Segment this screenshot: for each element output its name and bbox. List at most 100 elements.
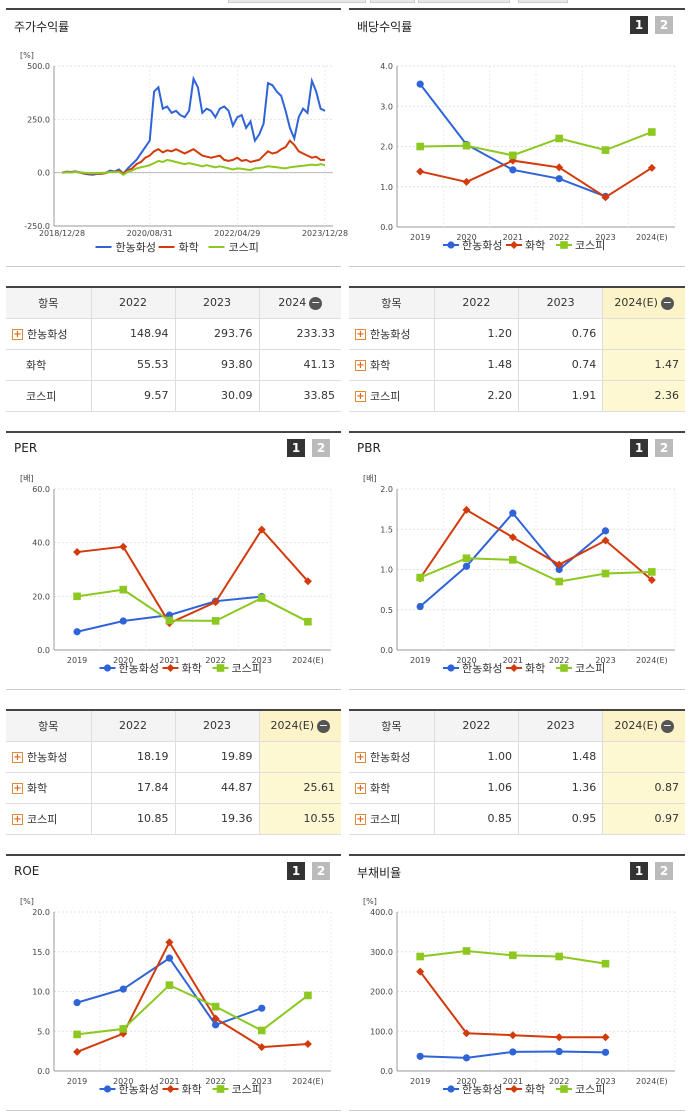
data-point (216, 664, 225, 672)
view-1-button[interactable]: 1 (287, 862, 305, 880)
column-header: 항목 (349, 710, 435, 742)
data-point (462, 1029, 471, 1038)
data-point (601, 146, 610, 154)
x-tick-label: 2023/12/28 (302, 229, 348, 238)
series-line (420, 131, 653, 157)
view-2-button[interactable]: 2 (312, 862, 330, 880)
row-label: + 화학 (349, 772, 435, 804)
view-1-button[interactable]: 1 (630, 862, 648, 880)
table-cell: 1.36 (518, 772, 604, 804)
table-cell: 93.80 (175, 349, 260, 381)
table-cell: 33.85 (259, 380, 341, 412)
view-2-button[interactable]: 2 (312, 439, 330, 457)
data-point (119, 985, 127, 993)
y-tick-label: 0.0 (37, 169, 50, 178)
roe-chart: [%] 20.0 15.0 10.0 5.0 0.0 2019 2020 2021 2022 202… (20, 897, 332, 1096)
data-point (416, 573, 424, 582)
collapse-icon[interactable]: − (660, 718, 674, 733)
column-header: 항목 (6, 710, 92, 742)
panel-title: PBR (357, 441, 381, 455)
table-row: + 한농화성 18.19 19.89 (6, 741, 341, 773)
top-tab[interactable] (518, 0, 568, 3)
column-header: 2022 (434, 287, 520, 319)
expand-icon[interactable]: + (12, 329, 23, 340)
data-point (103, 664, 112, 672)
view-2-button[interactable]: 2 (655, 439, 673, 457)
data-point (416, 167, 425, 176)
column-header: 2022 (91, 287, 176, 319)
legend-label: 화학 (182, 662, 202, 675)
data-point (257, 525, 266, 534)
expand-icon[interactable]: + (355, 814, 366, 825)
data-point (303, 577, 312, 586)
data-point (119, 542, 128, 551)
top-tab[interactable] (228, 0, 366, 3)
y-tick-label: 250.0 (27, 115, 50, 124)
expand-icon[interactable]: + (12, 783, 23, 794)
x-tick-label: 2021 (159, 656, 179, 665)
y-tick-label: 0.0 (37, 646, 50, 655)
y-tick-label: 2.0 (380, 485, 393, 494)
table-cell: 18.19 (91, 741, 176, 773)
x-tick-label: 2020 (456, 656, 476, 665)
x-tick-label: 2024(E) (292, 656, 324, 665)
legend-label: 코스피 (232, 662, 262, 675)
data-point (555, 577, 563, 586)
x-tick-label: 2020 (456, 233, 476, 242)
view-2-button[interactable]: 2 (655, 862, 673, 880)
column-header: 2023 (175, 710, 260, 742)
table-cell: 41.13 (259, 349, 341, 381)
data-point (165, 954, 174, 962)
data-point (166, 1085, 175, 1093)
table-cell: 0.85 (434, 803, 520, 835)
top-tab[interactable] (418, 0, 510, 3)
collapse-icon[interactable]: − (660, 295, 674, 310)
table-cell (602, 318, 685, 350)
data-point (601, 1033, 610, 1042)
x-tick-label: 2020 (113, 1077, 133, 1086)
expand-icon[interactable]: + (12, 814, 23, 825)
y-tick-label: 500.0 (27, 62, 50, 71)
row-label: 코스피 (6, 380, 92, 412)
view-1-button[interactable]: 1 (287, 439, 305, 457)
data-point (509, 951, 517, 960)
table-cell: 19.89 (175, 741, 260, 773)
x-tick-label: 2021 (503, 1077, 523, 1086)
view-2-button[interactable]: 2 (655, 16, 673, 34)
data-point (601, 569, 610, 578)
data-point (509, 556, 517, 564)
table-cell: 2.20 (434, 380, 520, 412)
view-1-button[interactable]: 1 (630, 16, 648, 34)
column-header: 2023 (175, 287, 260, 319)
y-tick-label: 100.0 (370, 1027, 393, 1036)
per-chart: [배] 60.0 40.0 20.0 0.0 2019 2020 2021 2022 2023 20… (20, 474, 332, 675)
view-1-button[interactable]: 1 (630, 439, 648, 457)
table-cell: 17.84 (91, 772, 176, 804)
expand-icon[interactable]: + (355, 752, 366, 763)
series-line (76, 527, 309, 625)
x-tick-label: 2022 (205, 1077, 225, 1086)
x-tick-label: 2023 (595, 233, 615, 242)
x-tick-label: 2020 (456, 1077, 476, 1086)
expand-icon[interactable]: + (355, 360, 366, 371)
expand-icon[interactable]: + (355, 391, 366, 402)
y-tick-label: 0.5 (380, 606, 393, 615)
collapse-icon[interactable]: − (309, 295, 323, 310)
pbr-panel: PBR 1 2 [배] 2.0 1.5 1.0 0.5 0.0 2019 2020 2021 20… (349, 431, 685, 690)
top-tab[interactable] (370, 0, 415, 3)
legend-label: 한농화성 (462, 239, 502, 252)
debt-chart: [%] 400.0 300.0 200.0 100.0 0.0 2019 2020 2021 20… (363, 897, 676, 1096)
expand-icon[interactable]: + (355, 329, 366, 340)
y-tick-label: 0.0 (37, 1067, 50, 1076)
y-tick-label: 0.0 (380, 646, 393, 655)
data-point (555, 560, 564, 569)
x-tick-label: 2022 (549, 1077, 569, 1086)
expand-icon[interactable]: + (12, 752, 23, 763)
x-tick-label: 2022 (549, 233, 569, 242)
x-tick-label: 2019 (410, 656, 430, 665)
legend-label: 코스피 (232, 1083, 262, 1096)
collapse-icon[interactable]: − (317, 718, 331, 733)
table-cell: 55.53 (91, 349, 176, 381)
expand-icon[interactable]: + (355, 783, 366, 794)
